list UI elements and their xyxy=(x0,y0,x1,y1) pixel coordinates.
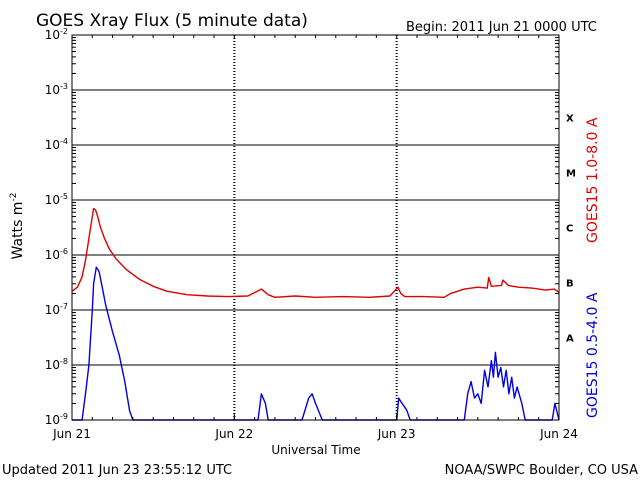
flare-class-label: C xyxy=(566,224,573,235)
legend-long-channel: GOES15 1.0-8.0 A xyxy=(585,117,601,243)
y-tick-label: 10-9 xyxy=(45,412,68,427)
footer-updated: Updated 2011 Jun 23 23:55:12 UTC xyxy=(2,463,232,478)
series-line-long-channel xyxy=(71,207,560,298)
x-axis-label: Universal Time xyxy=(271,443,360,457)
y-tick-label: 10-7 xyxy=(45,302,68,317)
grid-layer xyxy=(72,35,559,420)
y-axis-label: Watts m-2 xyxy=(9,193,26,260)
y-tick-label: 10-6 xyxy=(45,247,68,262)
y-tick-label: 10-3 xyxy=(45,82,68,97)
y-tick-label: 10-2 xyxy=(45,27,68,42)
flare-class-label: X xyxy=(566,114,574,125)
y-tick-label: 10-5 xyxy=(45,192,68,207)
x-tick-label: Jun 21 xyxy=(52,427,91,441)
y-tick-label: 10-8 xyxy=(45,357,68,372)
flare-class-label: A xyxy=(566,334,574,345)
axis-layer: 10-9 10-8 10-7 10-6 10-5 10-4 10-3 10-2 Jun 21 Ju… xyxy=(45,27,578,441)
y-axis-label-text: Watts m xyxy=(10,202,26,260)
flare-class-label: B xyxy=(566,279,574,290)
legend-short-channel: GOES15 0.5-4.0 A xyxy=(585,292,601,418)
x-tick-label: Jun 24 xyxy=(539,427,578,441)
footer-credit: NOAA/SWPC Boulder, CO USA xyxy=(445,463,638,478)
x-tick-label: Jun 23 xyxy=(377,427,416,441)
flare-class-label: M xyxy=(566,169,576,180)
begin-label: Begin: 2011 Jun 21 0000 UTC xyxy=(406,20,597,35)
y-tick-label: 10-4 xyxy=(45,137,68,152)
x-tick-label: Jun 22 xyxy=(214,427,253,441)
y-axis-label-exponent: -2 xyxy=(9,193,19,202)
chart-title: GOES Xray Flux (5 minute data) xyxy=(36,11,308,31)
